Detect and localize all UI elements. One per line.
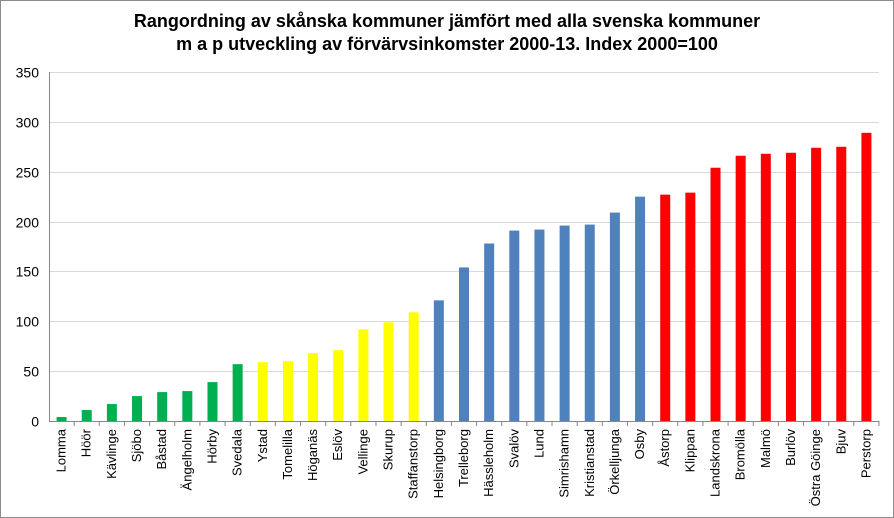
x-category-label: Malmö xyxy=(758,429,773,468)
x-category-label: Svalöv xyxy=(506,429,521,469)
x-category-label: Osby xyxy=(632,429,647,460)
bar-9 xyxy=(257,362,268,421)
x-category-label: Örkelljunga xyxy=(607,428,622,495)
x-category-label: Simrishamn xyxy=(557,429,572,498)
bar-11 xyxy=(308,353,319,421)
x-category-label: Landskrona xyxy=(708,428,723,497)
bar-5 xyxy=(157,392,168,421)
bar-19 xyxy=(509,230,520,421)
bar-28 xyxy=(735,155,746,421)
x-category-label: Båstad xyxy=(154,429,169,469)
bar-31 xyxy=(811,147,822,421)
bar-10 xyxy=(282,361,293,421)
bar-25 xyxy=(660,194,671,421)
x-category-label: Staffanstorp xyxy=(406,429,421,499)
y-tick-label: 250 xyxy=(16,165,40,181)
chart-title: Rangordning av skånska kommuner jämfört … xyxy=(0,10,894,56)
x-category-label: Hässleholm xyxy=(481,429,496,497)
bar-6 xyxy=(182,391,193,421)
bar-23 xyxy=(609,212,620,421)
x-category-label: Klippan xyxy=(682,429,697,472)
x-category-label: Tomelilla xyxy=(280,428,295,479)
y-tick-label: 350 xyxy=(16,65,40,81)
y-tick-label: 50 xyxy=(23,364,39,380)
x-category-label: Lund xyxy=(531,429,546,458)
x-category-label: Lomma xyxy=(54,428,69,472)
bar-22 xyxy=(584,224,595,421)
x-category-label: Helsingborg xyxy=(431,429,446,498)
bar-15 xyxy=(408,312,419,421)
bar-27 xyxy=(710,167,721,421)
bar-26 xyxy=(685,192,696,421)
x-category-label: Höör xyxy=(79,428,94,457)
x-category-label: Åstorp xyxy=(657,429,672,467)
x-category-label: Kävlinge xyxy=(104,429,119,479)
y-tick-label: 300 xyxy=(16,115,40,131)
x-category-label: Burlöv xyxy=(783,429,798,466)
x-category-label: Östra Göinge xyxy=(808,429,823,506)
bar-8 xyxy=(232,364,243,421)
x-category-label: Sjöbo xyxy=(129,429,144,462)
x-category-label: Bjuv xyxy=(833,429,848,455)
bar-1 xyxy=(56,417,67,421)
x-category-label: Vellinge xyxy=(355,429,370,475)
chart-title-line-2: m a p utveckling av förvärvsinkomster 20… xyxy=(176,34,718,54)
x-category-label: Skurup xyxy=(381,429,396,470)
bar-21 xyxy=(559,225,570,421)
bar-2 xyxy=(81,410,92,421)
x-category-label: Kristianstad xyxy=(582,429,597,497)
bar-32 xyxy=(836,146,847,422)
bar-16 xyxy=(433,300,444,421)
chart-title-line-1: Rangordning av skånska kommuner jämfört … xyxy=(133,11,761,31)
x-category-label: Hörby xyxy=(204,429,219,464)
bar-13 xyxy=(358,329,369,421)
y-tick-label: 0 xyxy=(31,414,39,430)
x-category-label: Eslöv xyxy=(330,429,345,461)
bar-20 xyxy=(534,229,545,421)
bar-12 xyxy=(333,350,344,421)
x-category-label: Perstorp xyxy=(858,429,873,478)
bar-33 xyxy=(861,132,872,421)
y-tick-label: 150 xyxy=(16,264,40,280)
bar-29 xyxy=(760,153,771,421)
bar-3 xyxy=(106,404,117,421)
x-category-label: Svedala xyxy=(230,428,245,476)
bar-17 xyxy=(459,267,469,421)
x-category-label: Trelleborg xyxy=(456,429,471,487)
bar-14 xyxy=(383,322,394,421)
x-category-label: Höganäs xyxy=(305,429,320,482)
y-tick-label: 100 xyxy=(16,314,40,330)
bar-24 xyxy=(635,196,646,421)
bar-4 xyxy=(132,396,143,421)
bar-30 xyxy=(785,152,796,421)
x-category-label: Ängelholm xyxy=(179,429,194,490)
x-category-label: Ystad xyxy=(255,429,270,462)
y-tick-label: 200 xyxy=(16,215,40,231)
bar-7 xyxy=(207,382,218,421)
x-category-label: Bromölla xyxy=(733,428,748,480)
bar-18 xyxy=(484,243,495,421)
